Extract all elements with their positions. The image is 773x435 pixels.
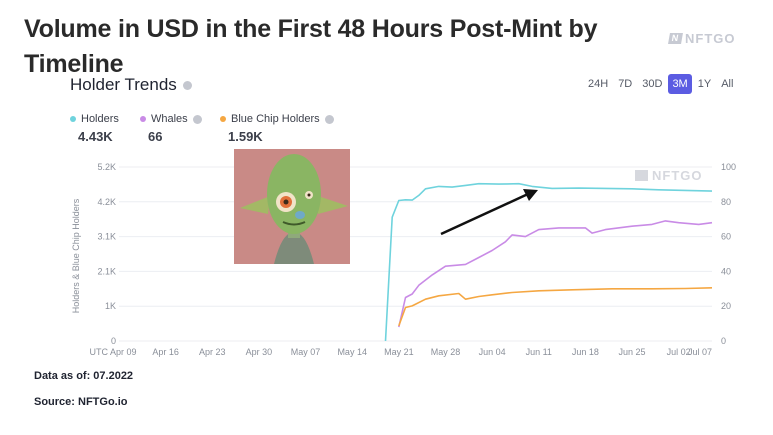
range-3m[interactable]: 3M — [668, 74, 692, 94]
legend-whales-value: 66 — [148, 129, 163, 144]
brand-label: NFTGO — [685, 31, 736, 46]
whales-info-icon[interactable] — [192, 114, 202, 124]
y-left-tick-label: 4.2K — [97, 197, 116, 207]
grid — [119, 166, 712, 342]
nftgo-logo: N NFTGO — [668, 31, 736, 46]
chart-title: Holder Trends — [70, 75, 192, 95]
data-as-of: Data as of: 07.2022 — [34, 370, 134, 382]
legend-holders-label: Holders — [81, 113, 119, 125]
whales-swatch — [140, 116, 146, 122]
x-tick-label: UTC Apr 09 — [89, 347, 136, 357]
y-right-tick-label: 80 — [721, 197, 731, 207]
x-tick-label: May 28 — [431, 347, 461, 357]
legend-holders[interactable]: Holders 4.43K — [70, 113, 140, 144]
x-tick-label: Apr 30 — [246, 347, 273, 357]
nft-avatar-image — [234, 149, 350, 264]
range-all[interactable]: All — [721, 78, 734, 90]
x-tick-label: Jun 04 — [479, 347, 506, 357]
x-tick-label: Apr 16 — [152, 347, 179, 357]
series-line-holders — [384, 182, 713, 342]
info-icon[interactable] — [182, 80, 192, 90]
x-tick-label: May 07 — [291, 347, 321, 357]
legend: Holders 4.43K Whales 66 Blue Chip Holder… — [70, 113, 334, 144]
legend-blue-chip-label: Blue Chip Holders — [231, 113, 320, 125]
range-24h[interactable]: 24H — [588, 78, 609, 90]
y-axis-right: 0 20 40 60 80 100 — [721, 162, 736, 346]
watermark-label: NFTGO — [652, 168, 703, 183]
legend-blue-chip[interactable]: Blue Chip Holders 1.59K — [220, 113, 334, 144]
y-right-tick-label: 0 — [721, 336, 726, 346]
y-left-tick-label: 0 — [111, 336, 116, 346]
series-line-whales — [398, 220, 713, 328]
y-axis-title: Holders & Blue Chip Holders — [71, 198, 81, 313]
x-tick-label: May 14 — [337, 347, 367, 357]
y-left-tick-label: 3.1K — [97, 232, 116, 242]
y-left-tick-label: 1K — [105, 301, 116, 311]
y-right-tick-label: 40 — [721, 266, 731, 276]
x-tick-label: Jul 07 — [688, 347, 712, 357]
x-tick-label: Jul 02 — [667, 347, 691, 357]
y-right-tick-label: 60 — [721, 232, 731, 242]
trend-arrow — [440, 189, 538, 236]
y-right-tick-label: 100 — [721, 162, 736, 172]
chart-title-text: Holder Trends — [70, 75, 177, 94]
x-tick-label: Jun 18 — [572, 347, 599, 357]
range-1y[interactable]: 1Y — [697, 78, 712, 90]
nftgo-watermark: NFTGO — [635, 168, 703, 183]
y-axis-left: 0 1K 2.1K 3.1K 4.2K 5.2K — [97, 162, 116, 346]
y-left-tick-label: 2.1K — [97, 266, 116, 276]
range-7d[interactable]: 7D — [618, 78, 633, 90]
headline: Volume in USD in the First 48 Hours Post… — [24, 15, 598, 78]
x-tick-label: Jun 25 — [619, 347, 646, 357]
y-left-tick-label: 5.2K — [97, 162, 116, 172]
source-note: Source: NFTGo.io — [34, 396, 128, 408]
x-tick-label: May 21 — [384, 347, 414, 357]
watermark-mark-icon — [635, 170, 648, 181]
legend-whales-label: Whales — [151, 113, 188, 125]
blue-chip-info-icon[interactable] — [324, 114, 334, 124]
legend-blue-chip-value: 1.59K — [228, 129, 263, 144]
x-tick-label: Jun 11 — [526, 347, 552, 357]
series — [384, 182, 713, 342]
series-line-blue-chip-holders — [398, 287, 713, 327]
legend-whales[interactable]: Whales 66 — [140, 113, 220, 144]
time-range-selector: 24H 7D 30D 3M 1Y All — [584, 74, 737, 94]
holders-swatch — [70, 116, 76, 122]
x-tick-label: Apr 23 — [199, 347, 226, 357]
x-axis: UTC Apr 09 Apr 16 Apr 23 Apr 30 May 07 May 14… — [89, 347, 712, 357]
range-30d[interactable]: 30D — [642, 78, 663, 90]
legend-holders-value: 4.43K — [78, 129, 113, 144]
blue-chip-swatch — [220, 116, 226, 122]
y-right-tick-label: 20 — [721, 301, 731, 311]
